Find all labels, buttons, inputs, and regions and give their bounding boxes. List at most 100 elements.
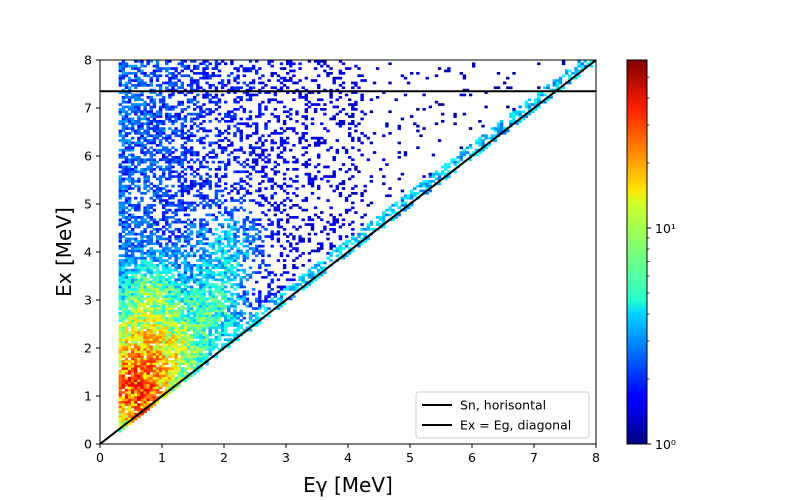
heatmap-cell <box>189 328 194 332</box>
heatmap-cell <box>193 160 197 164</box>
heatmap-cell <box>131 237 135 241</box>
heatmap-cell <box>307 105 312 109</box>
heatmap-cell <box>233 225 237 229</box>
heatmap-cell <box>131 72 135 75</box>
heatmap-cell <box>202 276 206 279</box>
heatmap-cell <box>233 331 237 334</box>
heatmap-cell <box>134 379 138 382</box>
heatmap-cell <box>140 398 144 402</box>
heatmap-cell <box>193 67 197 70</box>
heatmap-cell <box>205 321 209 325</box>
heatmap-cell <box>193 343 197 346</box>
heatmap-cell <box>146 367 150 370</box>
heatmap-cell <box>165 259 169 262</box>
heatmap-cell <box>186 336 191 339</box>
heatmap-cell <box>158 237 163 241</box>
heatmap-cell <box>205 357 209 361</box>
heatmap-cell <box>403 194 408 198</box>
heatmap-cell <box>127 244 132 248</box>
heatmap-cell <box>165 62 169 66</box>
heatmap-cell <box>242 220 246 224</box>
heatmap-cell <box>416 124 420 128</box>
heatmap-cell <box>140 316 144 320</box>
heatmap-cell <box>193 81 197 85</box>
heatmap-cell <box>158 379 163 382</box>
heatmap-cell <box>121 122 126 126</box>
heatmap-cell <box>152 290 157 294</box>
heatmap-cell <box>351 103 355 106</box>
heatmap-cell <box>121 88 126 92</box>
heatmap-cell <box>186 367 191 370</box>
heatmap-cell <box>149 379 153 382</box>
heatmap-cell <box>227 261 231 265</box>
heatmap-cell <box>158 194 163 198</box>
heatmap-cell <box>143 105 147 109</box>
heatmap-cell <box>208 295 212 298</box>
heatmap-cell <box>158 367 163 370</box>
heatmap-cell <box>264 139 268 142</box>
heatmap-cell <box>121 100 126 104</box>
heatmap-cell <box>279 151 284 154</box>
heatmap-cell <box>214 201 219 205</box>
heatmap-cell <box>255 69 259 73</box>
heatmap-cell <box>140 321 144 325</box>
heatmap-cell <box>258 292 262 296</box>
heatmap-cell <box>214 232 219 236</box>
heatmap-cell <box>174 88 178 92</box>
heatmap-cell <box>264 122 268 126</box>
heatmap-cell <box>121 235 126 238</box>
heatmap-cell <box>143 168 147 171</box>
heatmap-cell <box>118 288 122 291</box>
heatmap-cell <box>158 132 163 135</box>
heatmap-cell <box>165 384 169 387</box>
heatmap-cell <box>233 252 237 255</box>
heatmap-cell <box>193 103 197 106</box>
heatmap-cell <box>233 208 237 212</box>
heatmap-cell <box>400 189 405 193</box>
heatmap-cell <box>255 201 259 205</box>
heatmap-cell <box>162 194 166 198</box>
heatmap-cell <box>140 350 144 354</box>
heatmap-cell <box>171 290 175 294</box>
heatmap-cell <box>162 364 166 368</box>
heatmap-cell <box>214 172 219 176</box>
heatmap-cell <box>140 247 144 250</box>
heatmap-cell <box>149 295 153 298</box>
heatmap-cell <box>459 151 463 154</box>
heatmap-cell <box>131 93 135 97</box>
heatmap-cell <box>276 204 281 207</box>
heatmap-cell <box>332 105 336 109</box>
heatmap-cell <box>177 352 181 356</box>
heatmap-cell <box>205 355 209 358</box>
heatmap-cell <box>224 316 228 320</box>
heatmap-cell <box>183 273 188 277</box>
heatmap-cell <box>152 280 157 284</box>
heatmap-cell <box>261 134 265 138</box>
heatmap-cell <box>168 333 172 337</box>
heatmap-cell <box>180 232 184 236</box>
heatmap-cell <box>180 187 184 190</box>
heatmap-cell <box>202 343 206 346</box>
heatmap-cell <box>196 249 200 253</box>
heatmap-cell <box>177 129 181 133</box>
heatmap-cell <box>121 326 126 330</box>
heatmap-cell <box>351 242 355 246</box>
heatmap-cell <box>155 60 160 63</box>
heatmap-cell <box>174 285 178 289</box>
heatmap-cell <box>264 295 268 298</box>
heatmap-cell <box>329 184 333 188</box>
heatmap-cell <box>118 196 122 200</box>
heatmap-cell <box>152 220 157 224</box>
heatmap-cell <box>208 288 212 291</box>
heatmap-cell <box>168 235 172 238</box>
heatmap-cell <box>255 319 259 322</box>
heatmap-cell <box>131 158 135 162</box>
heatmap-cell <box>165 136 169 140</box>
heatmap-cell <box>124 372 129 375</box>
heatmap-cell <box>171 86 175 90</box>
heatmap-cell <box>121 211 126 214</box>
heatmap-cell <box>158 386 163 390</box>
heatmap-cell <box>534 100 538 104</box>
heatmap-cell <box>127 192 132 195</box>
heatmap-cell <box>140 223 144 226</box>
